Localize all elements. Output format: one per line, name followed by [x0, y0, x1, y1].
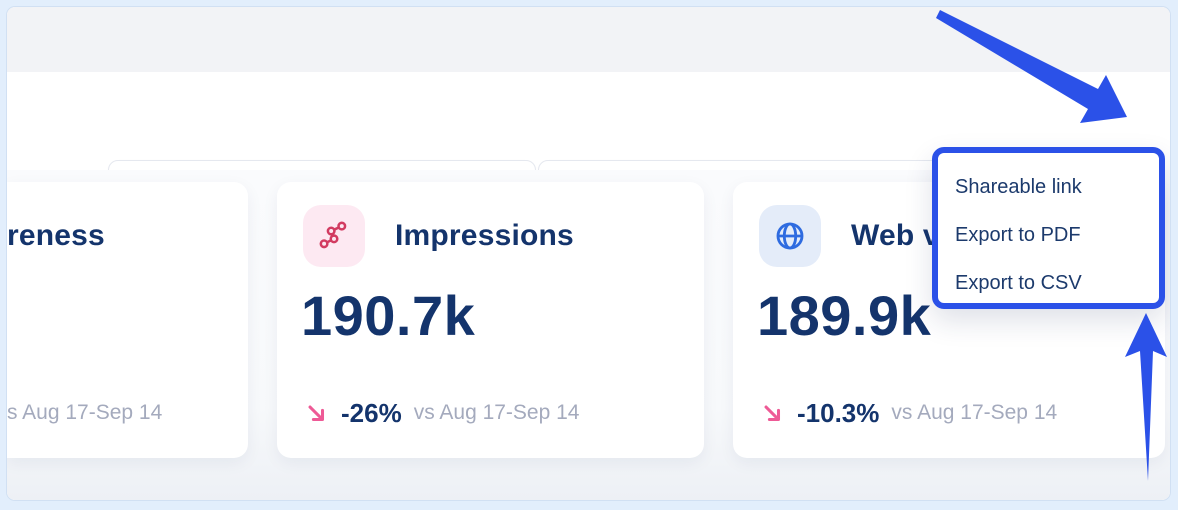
metric-card-title: Impressions: [395, 219, 574, 252]
metric-card-title: Web v: [851, 219, 940, 252]
change-percent: -26%: [341, 397, 402, 428]
menu-item-shareable-link[interactable]: Shareable link: [955, 175, 1082, 198]
comparison-period-text: s Aug 17-Sep 14: [7, 401, 163, 424]
metric-value: 189.9k: [757, 284, 932, 347]
menu-item-export-pdf[interactable]: Export to PDF: [955, 223, 1081, 246]
trend-down-arrow-icon: [759, 400, 785, 426]
content-frame: Default report template Sep 15, 2024 - O…: [7, 7, 1170, 500]
metric-value: 190.7k: [301, 284, 476, 347]
metric-card-impressions: Impressions 190.7k -26% vs Aug 17-Sep 14: [277, 182, 704, 458]
metric-icon-box: [303, 205, 365, 267]
comparison-period-text: vs Aug 17-Sep 14: [413, 401, 580, 424]
globe-icon: [772, 218, 808, 254]
menu-item-export-csv[interactable]: Export to CSV: [955, 271, 1082, 294]
share-nodes-icon: [317, 219, 351, 253]
metric-card-awareness-clipped: reness s Aug 17-Sep 14: [7, 182, 248, 458]
change-percent: -10.3%: [797, 397, 880, 428]
trend-down-arrow-icon: [303, 400, 329, 426]
metric-card-title: reness: [7, 219, 105, 252]
export-menu: Shareable link Export to PDF Export to C…: [932, 147, 1165, 309]
comparison-period-text: vs Aug 17-Sep 14: [891, 401, 1058, 424]
top-strip: [7, 7, 1170, 72]
metric-icon-box: [759, 205, 821, 267]
